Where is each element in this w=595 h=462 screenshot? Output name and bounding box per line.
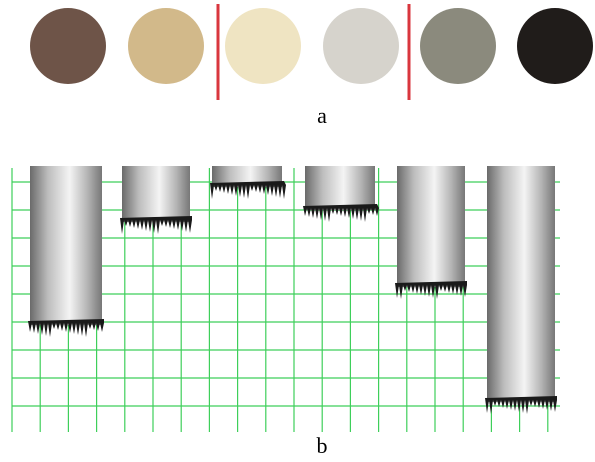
cylinder-edge — [28, 319, 104, 337]
cylinders — [28, 166, 557, 414]
cylinder — [30, 166, 102, 325]
cylinder-edge — [210, 181, 286, 199]
cylinder — [397, 166, 465, 287]
cylinder-edge — [395, 281, 467, 299]
panel-label: b — [317, 433, 328, 458]
cylinder — [122, 166, 190, 222]
cylinder — [305, 166, 375, 210]
color-swatch — [517, 8, 593, 84]
color-swatch — [30, 8, 106, 84]
swatch-row — [30, 4, 593, 100]
panel-label: a — [317, 103, 327, 128]
color-swatch — [420, 8, 496, 84]
color-swatch — [323, 8, 399, 84]
cylinder-edge — [303, 204, 379, 222]
cylinder-edge — [485, 396, 557, 414]
color-swatch — [225, 8, 301, 84]
color-swatch — [128, 8, 204, 84]
cylinder — [487, 166, 555, 402]
figure: a b — [0, 0, 595, 462]
